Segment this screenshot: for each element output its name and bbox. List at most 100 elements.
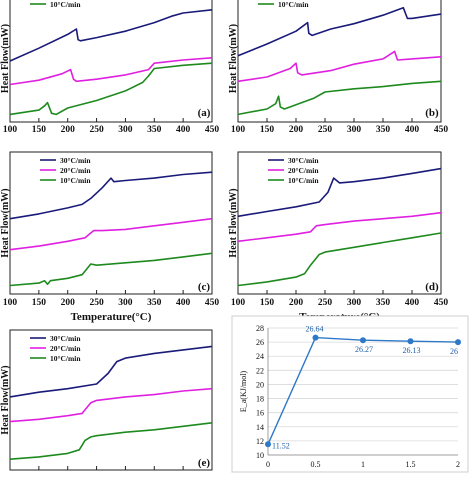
y-tick-label: 12 <box>256 437 264 446</box>
y-axis-title: Heat Flow(mW) <box>228 24 239 93</box>
x-tick-label: 1.5 <box>406 460 416 469</box>
series-line-10c-min <box>237 232 442 287</box>
panel-letter: (c) <box>198 281 211 293</box>
series-line-30c-min <box>237 6 442 57</box>
x-tick-label: 100 <box>3 125 18 135</box>
legend-label: 10°C/min <box>288 176 319 185</box>
series-line-10c-min <box>237 80 442 116</box>
x-tick-label: 400 <box>405 298 420 308</box>
legend-label: 10°C/min <box>50 0 81 9</box>
x-tick-label: 400 <box>176 125 191 135</box>
ea-data-point <box>312 334 319 341</box>
x-tick-label: 200 <box>61 125 76 135</box>
x-tick-label: 350 <box>147 298 162 308</box>
plot-frame <box>9 0 213 123</box>
series-line-10c-min <box>9 422 213 460</box>
x-tick-label: 0.5 <box>311 460 321 469</box>
x-tick-label: 450 <box>434 125 449 135</box>
x-tick-label: 300 <box>347 125 362 135</box>
ea-data-label: 26.64 <box>306 325 324 334</box>
legend-label: 30°C/min <box>50 334 81 343</box>
x-tick-label: 1 <box>361 460 365 469</box>
x-tick-label: 150 <box>260 298 275 308</box>
x-tick-label: 2 <box>456 460 460 469</box>
series-line-30c-min <box>237 167 442 218</box>
x-tick-label: 450 <box>205 125 220 135</box>
x-tick-label: 400 <box>176 298 191 308</box>
x-tick-label: 100 <box>231 125 246 135</box>
legend-label: 30°C/min <box>60 156 91 165</box>
ea-data-label: 11.52 <box>272 441 290 450</box>
panel-letter: (b) <box>425 107 439 119</box>
x-tick-label: 350 <box>376 125 391 135</box>
legend-label: 20°C/min <box>50 344 81 353</box>
y-tick-label: 26 <box>256 338 264 347</box>
y-tick-label: 24 <box>256 352 264 361</box>
x-tick-label: 150 <box>32 125 47 135</box>
x-tick-label: 250 <box>318 298 333 308</box>
x-tick-label: 300 <box>118 298 133 308</box>
series-line-20c-min <box>9 387 213 423</box>
x-tick-label: 0 <box>266 460 270 469</box>
ea-data-point <box>455 339 461 346</box>
x-tick-label: 250 <box>89 125 104 135</box>
y-tick-label: 10 <box>256 451 264 460</box>
ea-data-point <box>265 441 271 448</box>
y-tick-label: 20 <box>256 380 264 389</box>
legend-label: 10°C/min <box>60 176 91 185</box>
plot-frame <box>237 151 442 295</box>
legend-label: 10°C/min <box>278 0 309 9</box>
panel-letter: (e) <box>198 457 211 469</box>
x-tick-label: 300 <box>118 125 133 135</box>
y-tick-label: 28 <box>256 324 264 333</box>
panel-letter: (a) <box>198 107 211 119</box>
y-axis-title: Heat Flow(mW) <box>0 24 11 93</box>
series-line-10c-min <box>9 62 213 116</box>
series-line-10c-min <box>9 252 213 287</box>
series-line-20c-min <box>9 57 213 86</box>
x-axis-title: Temperature(°C) <box>71 311 152 323</box>
ea-data-point <box>360 337 366 344</box>
series-line-20c-min <box>9 217 213 251</box>
x-tick-label: 150 <box>260 125 275 135</box>
x-tick-label: 200 <box>289 125 304 135</box>
x-tick-label: 100 <box>231 298 246 308</box>
series-line-30c-min <box>9 171 213 220</box>
ea-data-label: 26.13 <box>403 346 421 355</box>
x-tick-label: 200 <box>61 298 76 308</box>
y-axis-title: Heat Flow(mW) <box>0 188 11 257</box>
ea-data-label: 26.27 <box>355 345 373 354</box>
y-tick-label: 18 <box>256 395 264 404</box>
x-tick-label: 100 <box>3 298 18 308</box>
x-tick-label: 400 <box>405 125 420 135</box>
y-axis-title: E_a(KJ/mol) <box>239 371 248 413</box>
x-tick-label: 450 <box>434 298 449 308</box>
y-tick-label: 22 <box>256 366 264 375</box>
legend-label: 20°C/min <box>60 166 91 175</box>
y-axis-title: Heat Flow(mW) <box>228 188 239 257</box>
y-tick-label: 14 <box>256 423 264 432</box>
x-tick-label: 350 <box>147 125 162 135</box>
x-tick-label: 450 <box>205 298 220 308</box>
x-tick-label: 150 <box>32 298 47 308</box>
series-line-20c-min <box>237 50 442 83</box>
x-tick-label: 300 <box>347 298 362 308</box>
x-tick-label: 250 <box>89 298 104 308</box>
panel-letter: (d) <box>425 281 439 293</box>
legend-label: 30°C/min <box>288 156 319 165</box>
panel-2: 10°C/min Heat Flow(mW) (b) 100 150 200 250 300 3… <box>228 0 448 135</box>
plot-frame <box>9 329 213 471</box>
x-tick-label: 200 <box>289 298 304 308</box>
x-tick-label: 350 <box>376 298 391 308</box>
ea-data-label: 26 <box>450 347 458 356</box>
ea-data-point <box>407 338 414 345</box>
series-line-30c-min <box>9 345 213 398</box>
y-tick-label: 16 <box>256 409 264 418</box>
plot-frame <box>9 151 213 295</box>
